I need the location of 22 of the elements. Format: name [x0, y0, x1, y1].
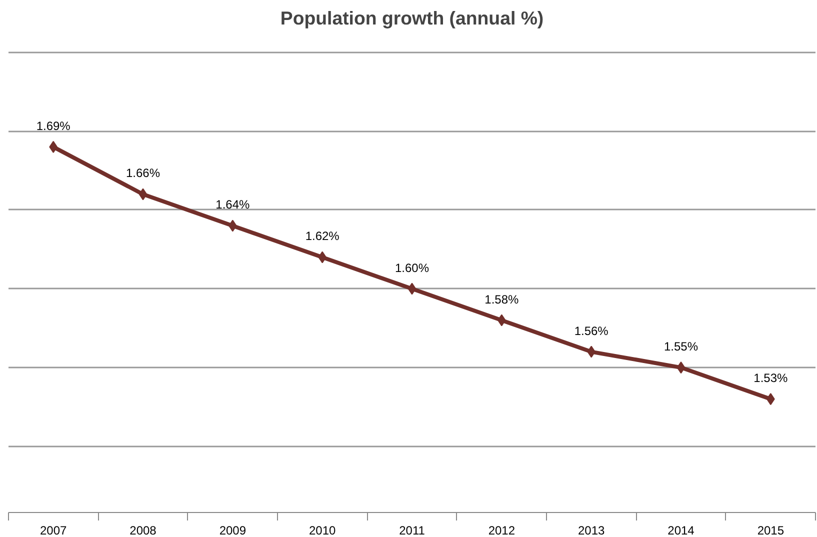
point [408, 282, 416, 295]
data-label: 1.64% [216, 198, 250, 212]
data-label: 1.62% [305, 229, 340, 244]
data-label: 1.66% [126, 166, 160, 180]
data-label: 1.58% [484, 292, 520, 306]
x-tick-label: 2011 [399, 524, 426, 537]
x-tick-label: 2013 [578, 524, 606, 537]
x-tick-label: 2007 [40, 524, 68, 537]
x-tick-label: 2008 [130, 524, 157, 537]
data-label: 1.56% [574, 324, 609, 338]
data-label: 1.60% [394, 260, 430, 275]
point [138, 188, 148, 200]
x-tick-label: 2012 [488, 524, 516, 537]
chart-title: Population growth (annual %) [280, 8, 544, 28]
data-label: 1.55% [664, 340, 698, 354]
point [676, 362, 686, 374]
x-tick-label: 2014 [668, 524, 695, 537]
data-label: 1.69% [36, 118, 71, 133]
x-tick-label: 2015 [757, 524, 784, 537]
data-label: 1.53% [754, 371, 788, 386]
x-tick-label: 2010 [308, 524, 336, 537]
x-tick-label: 2009 [219, 524, 246, 537]
